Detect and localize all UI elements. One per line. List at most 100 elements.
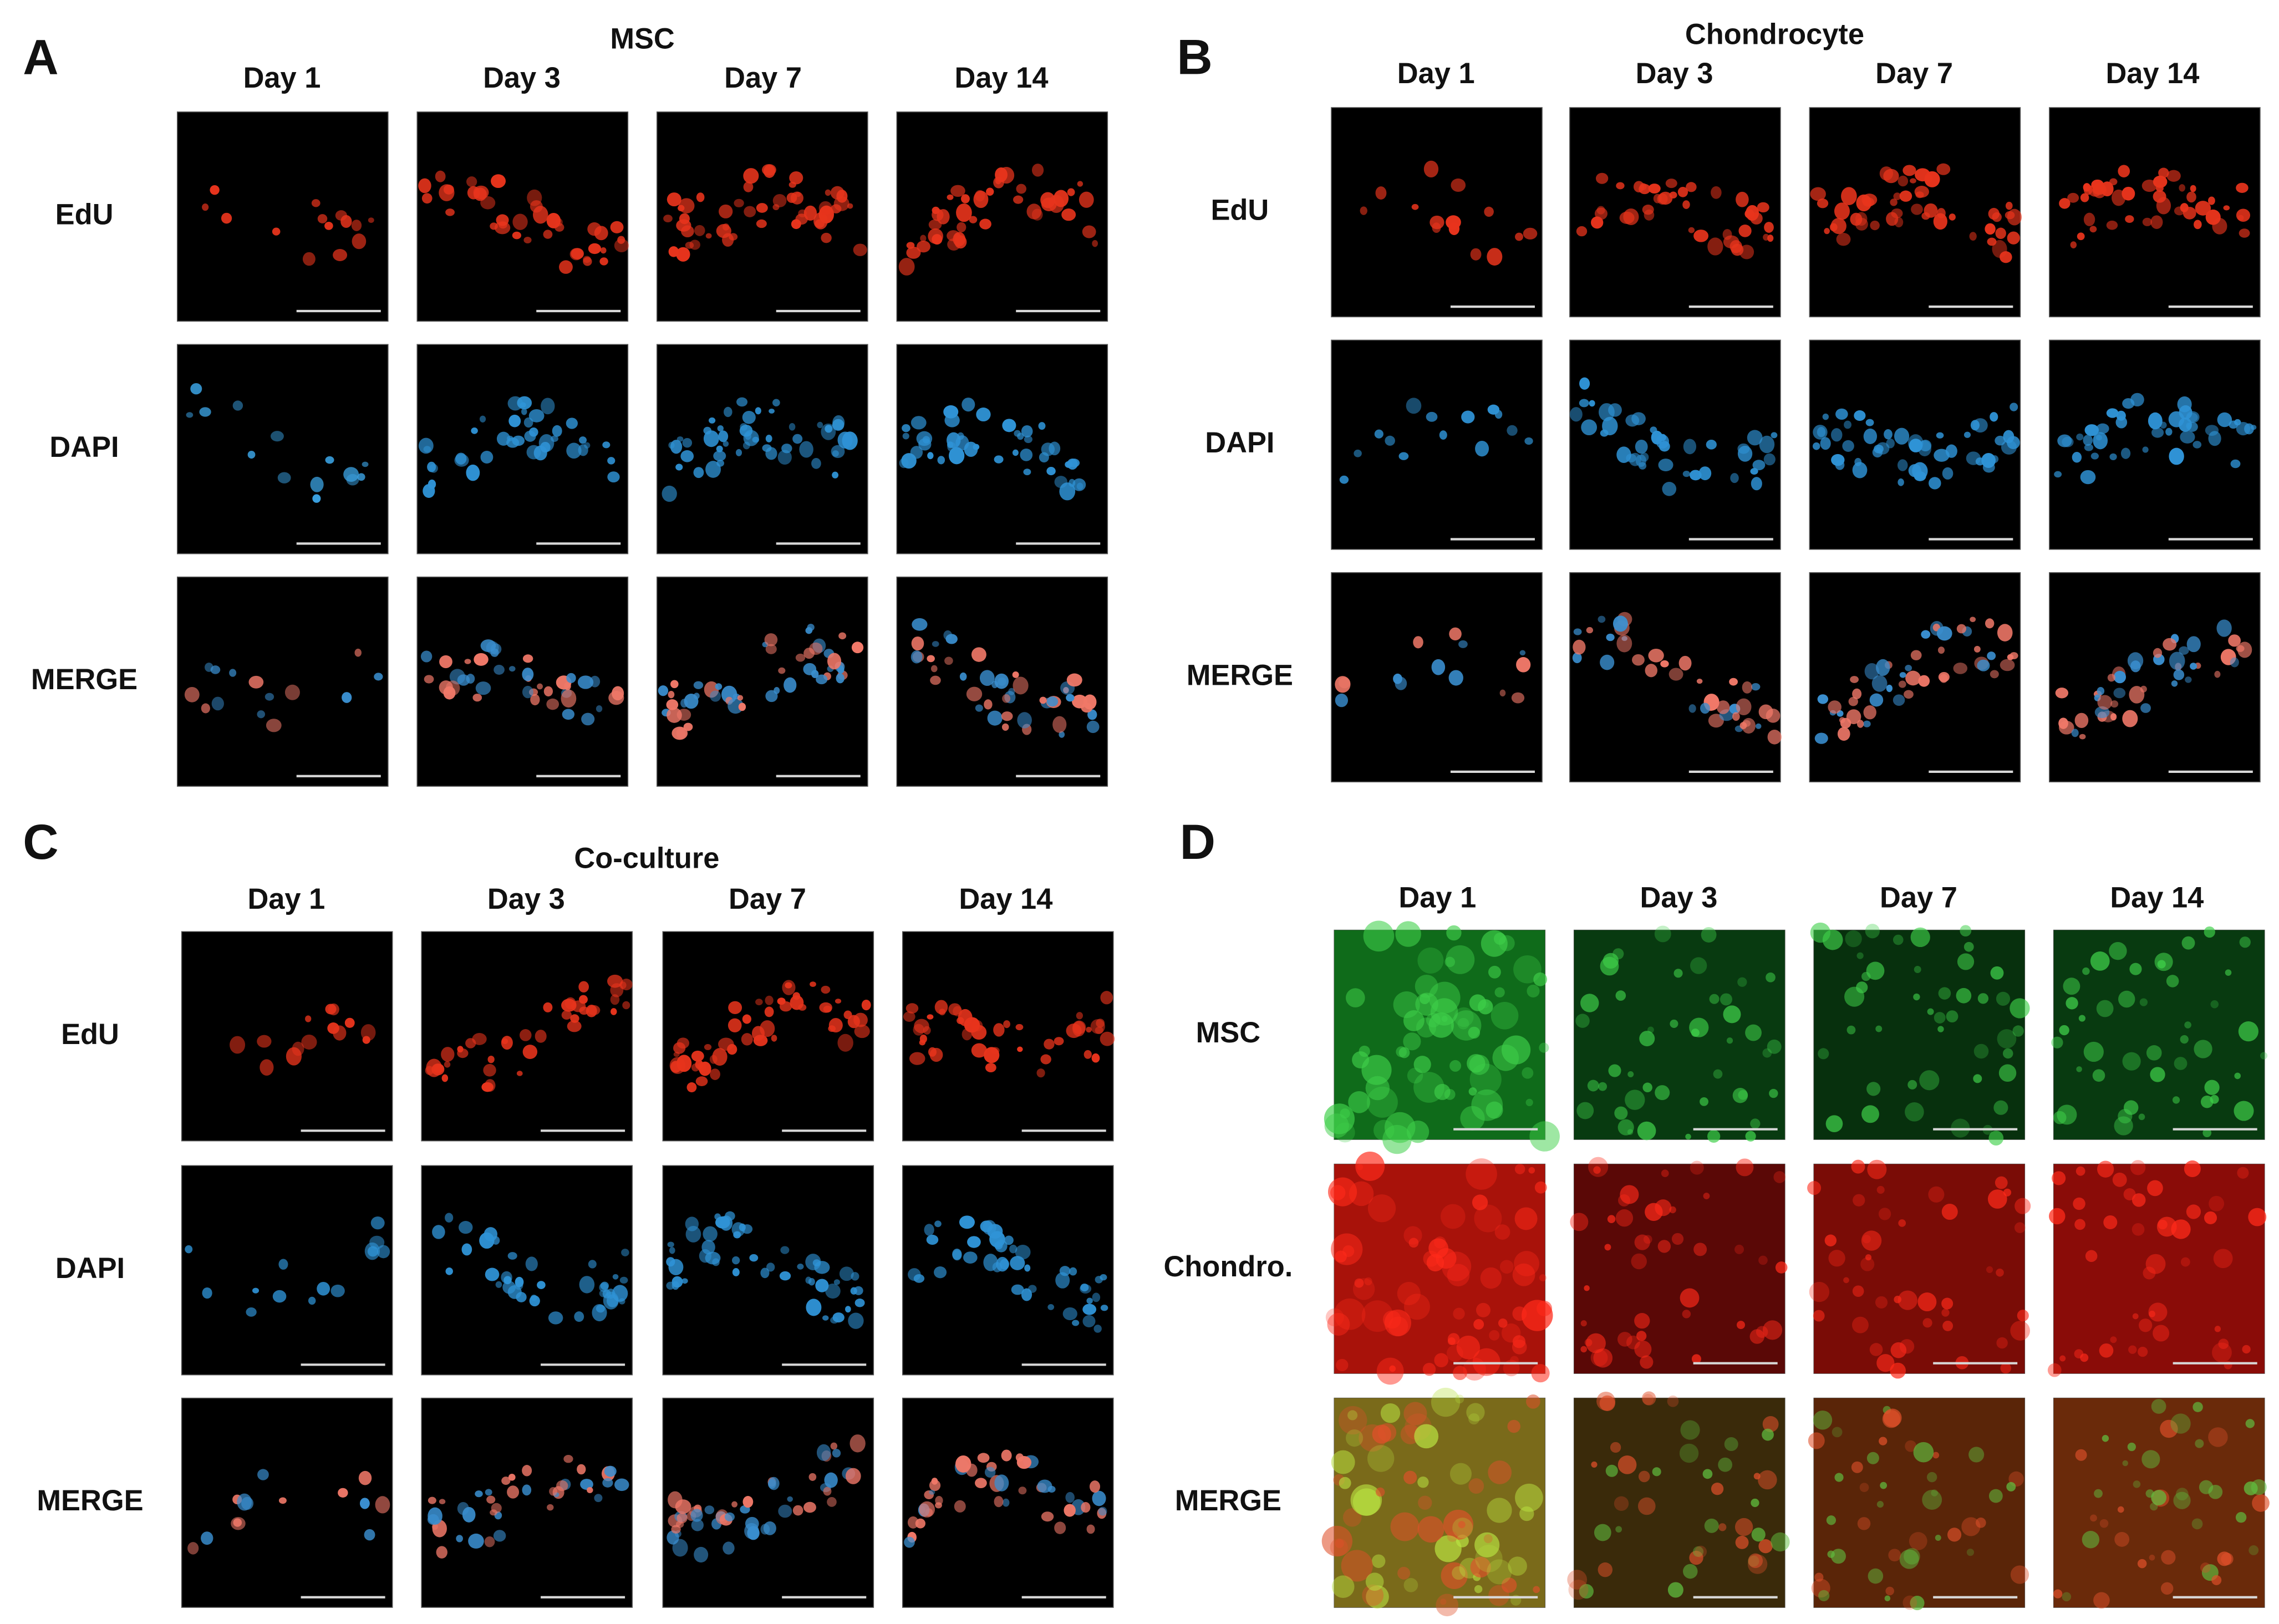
cell: [680, 699, 688, 708]
cell: [984, 1047, 1000, 1063]
cell: [523, 236, 532, 243]
tissue-cell: [2139, 998, 2148, 1006]
tissue-cell: [1514, 1164, 1525, 1174]
cell: [1739, 245, 1754, 259]
micrograph: [1807, 1159, 2031, 1379]
cell: [567, 1020, 582, 1032]
tissue-cell: [1861, 1105, 1879, 1123]
cell: [967, 1236, 981, 1248]
cell: [710, 690, 721, 702]
tissue-cell: [2093, 1592, 2110, 1609]
cell: [1017, 1046, 1023, 1052]
tissue-cell: [1488, 1460, 1512, 1484]
tissue-cell: [1330, 1538, 1348, 1556]
cell: [2097, 695, 2113, 710]
tissue-cell: [2132, 1313, 2139, 1320]
cell: [666, 699, 679, 710]
cell: [691, 1050, 704, 1062]
cell: [806, 1299, 822, 1316]
tissue-cell: [1934, 1012, 1946, 1024]
tissue-cell: [1591, 1461, 1598, 1468]
cell: [2216, 619, 2232, 637]
tissue-cell: [1441, 1251, 1472, 1281]
tissue-cell: [2052, 1171, 2066, 1185]
cell: [772, 194, 787, 207]
tissue-cell: [1598, 1562, 1613, 1577]
tissue-cell: [1818, 1048, 1829, 1060]
cell: [853, 243, 867, 256]
cell: [579, 1276, 595, 1294]
column-header: Day 1: [1397, 58, 1475, 90]
tissue-cell: [2209, 1195, 2225, 1211]
tissue-cell: [1567, 1570, 1588, 1590]
tissue-cell: [1941, 1204, 1958, 1220]
micrograph: [902, 1165, 1114, 1376]
micrograph: [896, 111, 1108, 322]
tissue-cell: [2148, 1302, 2168, 1322]
cell: [343, 467, 359, 482]
tissue-cell: [1403, 1577, 1418, 1592]
cell: [2179, 184, 2186, 192]
cell: [1834, 202, 1850, 220]
tissue-cell: [1352, 1278, 1375, 1300]
cell: [1072, 1020, 1086, 1035]
cell: [681, 225, 694, 238]
cell: [485, 1267, 500, 1281]
micrograph: [421, 931, 633, 1142]
tissue-cell: [1690, 1160, 1704, 1175]
cell: [1836, 232, 1851, 246]
tissue-cell: [1769, 1088, 1778, 1098]
cell: [2230, 459, 2241, 469]
cell: [939, 1009, 946, 1016]
cell: [370, 1216, 385, 1230]
micrograph: [1567, 1391, 1790, 1608]
tissue-cell: [1468, 1413, 1480, 1425]
tissue-cell: [1380, 1403, 1401, 1423]
cell: [1678, 655, 1692, 671]
cell: [1059, 731, 1065, 738]
cell: [466, 176, 477, 187]
cell: [1648, 184, 1661, 194]
tissue-cell: [1586, 1333, 1606, 1353]
cell: [1354, 449, 1362, 457]
tissue-cell: [1703, 1193, 1710, 1200]
cell: [1660, 660, 1669, 668]
cell: [1095, 1276, 1103, 1284]
cell: [956, 203, 972, 222]
cell: [929, 1489, 935, 1495]
cell: [2158, 167, 2169, 179]
cell: [809, 642, 823, 655]
cell: [1837, 727, 1850, 741]
tissue-cell: [1876, 1185, 1885, 1194]
cell: [1010, 1256, 1025, 1270]
cell: [1001, 711, 1013, 721]
cell: [1966, 451, 1981, 465]
micrograph: [662, 1397, 874, 1608]
cell: [302, 252, 316, 266]
tissue-cell: [1500, 1260, 1514, 1274]
tissue-cell: [1975, 1518, 1986, 1528]
cell: [709, 1055, 718, 1064]
tissue-cell: [1986, 1266, 1993, 1273]
cell: [1977, 659, 1990, 671]
tissue-cell: [1539, 1042, 1549, 1053]
cell: [201, 703, 210, 714]
micrograph: [181, 1397, 393, 1608]
cell: [709, 417, 716, 424]
tissue-cell: [1403, 1294, 1430, 1320]
cell: [1856, 720, 1864, 728]
tissue-cell: [1470, 1556, 1491, 1578]
cell: [543, 686, 553, 697]
cell: [902, 432, 909, 440]
tissue-cell: [2090, 1514, 2097, 1522]
cell: [943, 630, 953, 640]
cell: [704, 1044, 712, 1050]
cell: [501, 1477, 511, 1485]
tissue-cell: [1580, 994, 1599, 1012]
cell: [1856, 194, 1872, 212]
cell: [351, 220, 362, 231]
tissue-cell: [1905, 1440, 1917, 1452]
tissue-cell: [1749, 1329, 1765, 1344]
cell: [1897, 459, 1908, 471]
